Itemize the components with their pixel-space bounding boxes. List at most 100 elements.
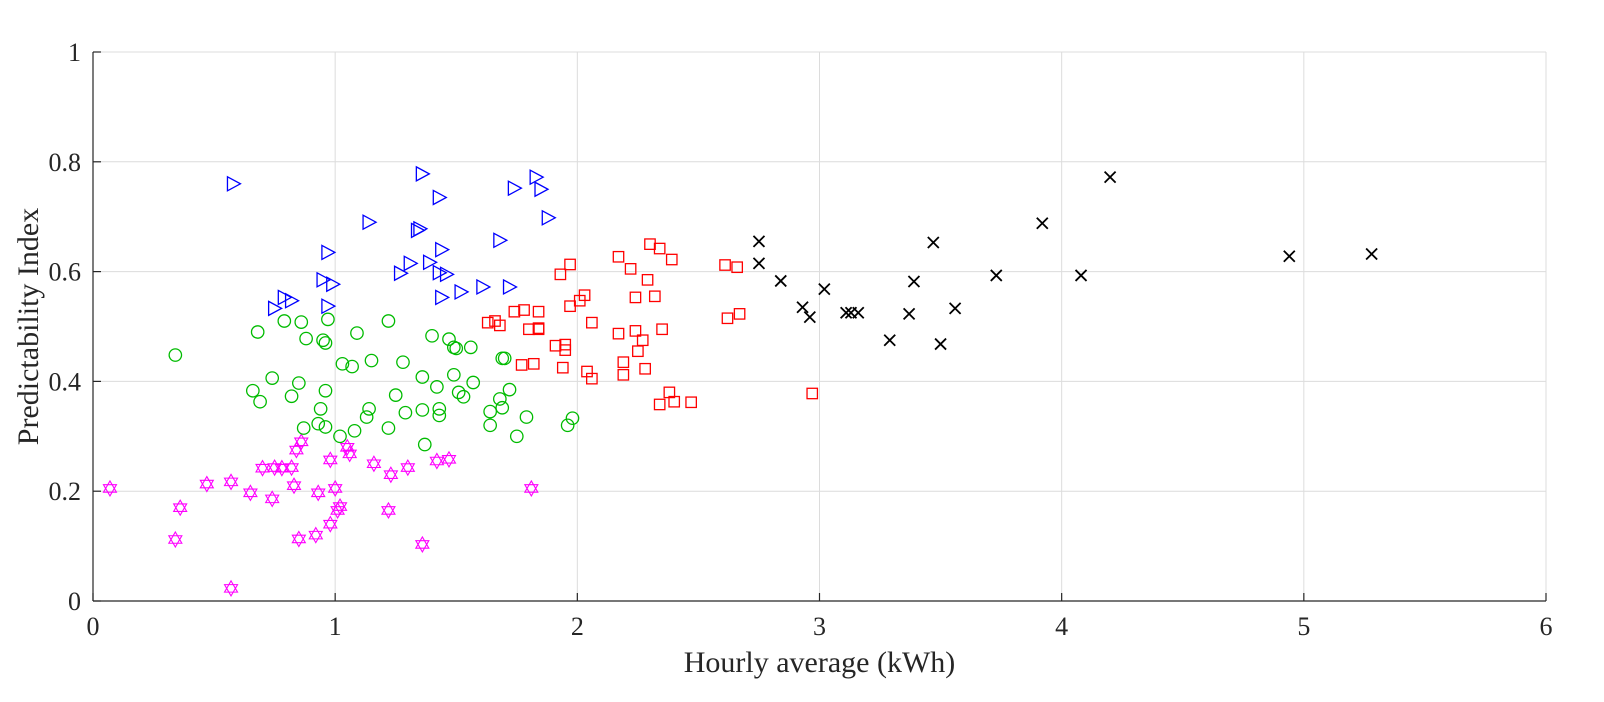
tick-labels: 0 1 2 3 4 5 6 0 0.2 0.4 0.6 0.8 1 (49, 38, 1553, 641)
data-point (497, 351, 512, 366)
data-point (523, 323, 535, 336)
data-point (612, 327, 625, 340)
data-point (617, 368, 630, 381)
data-point (449, 341, 464, 356)
data-point (308, 526, 324, 544)
y-tick-label: 0 (68, 587, 81, 616)
data-point (665, 253, 678, 266)
data-point (668, 395, 681, 408)
data-point (335, 356, 350, 371)
data-point (383, 466, 399, 484)
data-point (316, 271, 332, 288)
data-point (612, 250, 625, 263)
data-point (299, 331, 313, 346)
data-point (560, 418, 575, 433)
data-point (493, 319, 506, 332)
data-point (441, 450, 457, 468)
axes (92, 51, 1547, 602)
data-point (274, 459, 290, 477)
data-point (508, 305, 521, 318)
grid-lines (92, 51, 1547, 602)
data-point (326, 276, 342, 293)
data-point (493, 232, 509, 249)
data-point (288, 441, 304, 459)
data-point (1365, 247, 1378, 261)
data-point (242, 484, 258, 502)
data-point (527, 357, 540, 370)
data-point (721, 312, 734, 325)
data-point (380, 501, 396, 520)
data-point (267, 300, 283, 317)
data-point (381, 421, 396, 435)
series-square (481, 238, 819, 411)
data-point (549, 339, 562, 352)
data-point (345, 359, 359, 374)
data-point (321, 298, 337, 315)
data-point (430, 380, 444, 394)
data-point (752, 257, 766, 270)
data-point (199, 475, 215, 493)
data-point (653, 398, 666, 411)
data-point (454, 283, 470, 301)
data-point (818, 283, 831, 296)
data-point (446, 367, 461, 382)
data-point (398, 405, 413, 420)
data-point (629, 291, 642, 304)
data-point (578, 289, 591, 302)
data-point (321, 244, 337, 261)
data-point (296, 421, 311, 435)
data-point (586, 372, 598, 385)
data-point (731, 261, 744, 274)
data-point (636, 334, 649, 347)
data-point (255, 459, 270, 477)
data-point (322, 515, 338, 533)
data-point (644, 238, 656, 250)
data-point (685, 396, 698, 409)
data-point (333, 429, 347, 444)
data-point (223, 473, 239, 491)
data-point (396, 355, 410, 370)
data-point (927, 236, 940, 249)
y-tick-label: 0.8 (49, 148, 82, 177)
data-point (902, 307, 916, 321)
data-point (332, 497, 348, 516)
data-point (316, 333, 330, 348)
data-point (267, 458, 283, 477)
data-point (532, 322, 545, 334)
data-point (1074, 269, 1088, 282)
data-point (1103, 171, 1117, 184)
data-point (388, 388, 403, 402)
data-point (554, 268, 567, 281)
series-triangle-right (226, 165, 557, 317)
data-point (400, 458, 416, 477)
data-point (403, 255, 419, 272)
data-point (483, 404, 498, 419)
data-point (532, 305, 545, 318)
data-point (442, 332, 456, 346)
series-x (752, 171, 1378, 351)
data-point (653, 242, 666, 255)
data-point (502, 382, 517, 397)
data-point (565, 411, 580, 426)
data-point (359, 410, 374, 424)
series-hexagram (102, 433, 539, 597)
data-point (564, 300, 576, 313)
data-point (439, 266, 455, 283)
data-point (483, 418, 498, 433)
data-point (639, 362, 651, 375)
data-point (519, 410, 534, 424)
y-tick-label: 0.6 (49, 258, 82, 287)
data-point (311, 416, 326, 431)
data-point (429, 452, 445, 470)
data-point (451, 385, 466, 400)
data-point (806, 387, 819, 400)
data-point (284, 458, 300, 477)
data-point (167, 530, 183, 549)
data-point (318, 383, 333, 398)
x-tick-label: 4 (1055, 612, 1068, 641)
x-axis-label: Hourly average (kWh) (684, 646, 956, 679)
data-point (350, 326, 364, 340)
data-point (617, 356, 630, 369)
data-point (277, 289, 293, 306)
